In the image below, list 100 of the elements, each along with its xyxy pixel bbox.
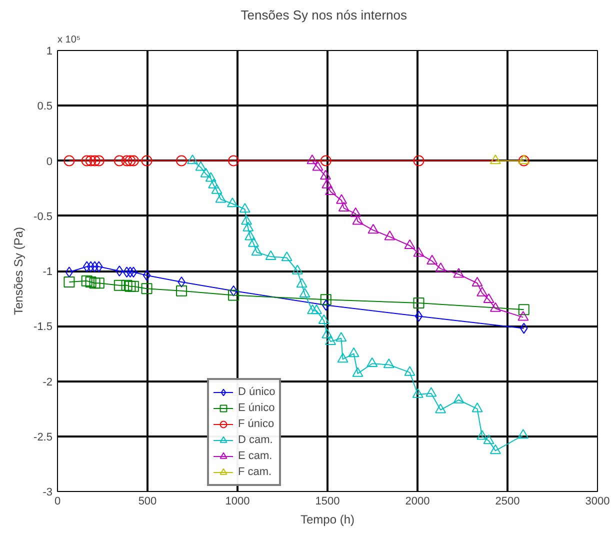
y-tick-label: -1 — [42, 266, 52, 278]
point — [414, 310, 423, 322]
point — [368, 224, 379, 234]
point — [413, 155, 424, 166]
y-tick-label: 1 — [46, 46, 53, 58]
point — [352, 367, 364, 377]
point — [296, 278, 308, 288]
point — [404, 239, 416, 250]
point — [518, 429, 529, 439]
point — [404, 366, 416, 376]
point — [472, 402, 483, 412]
point — [126, 266, 134, 278]
chart-title: Tensões Sy nos nós internos — [240, 8, 408, 22]
point — [89, 155, 100, 166]
point — [116, 266, 124, 276]
point — [114, 280, 125, 291]
point — [176, 285, 188, 296]
point — [337, 352, 348, 363]
point — [124, 280, 136, 292]
x-tick-label: 3000 — [585, 496, 610, 508]
point — [195, 161, 206, 171]
point — [65, 266, 74, 278]
point — [292, 264, 303, 274]
y-tick-label: 0 — [46, 156, 53, 168]
x-tick-label: 500 — [138, 496, 157, 508]
y-tick-label: 0.5 — [37, 100, 53, 113]
point — [142, 270, 151, 281]
point — [141, 155, 152, 166]
point — [89, 278, 100, 289]
point — [435, 404, 446, 414]
point — [239, 202, 250, 213]
point — [211, 184, 222, 194]
point — [205, 172, 216, 182]
point — [208, 178, 220, 188]
point — [490, 302, 501, 312]
point — [121, 155, 132, 166]
x-tick-label: 2500 — [495, 496, 520, 508]
point — [128, 280, 139, 292]
point — [336, 194, 348, 204]
point — [318, 314, 330, 324]
point — [412, 388, 424, 398]
point — [453, 394, 464, 404]
point — [320, 294, 332, 306]
point — [453, 268, 464, 278]
point — [518, 311, 529, 321]
y-tick-label: -1.5 — [34, 321, 53, 334]
point — [93, 278, 104, 289]
point — [128, 155, 139, 166]
x-tick-label: 0 — [54, 496, 61, 508]
legend-label: D único — [238, 385, 276, 400]
point — [472, 276, 483, 287]
point — [187, 154, 198, 164]
point — [476, 430, 488, 440]
point — [244, 230, 256, 240]
point — [426, 387, 437, 397]
point — [336, 332, 347, 342]
point — [426, 254, 438, 264]
point — [350, 207, 362, 218]
point — [200, 168, 212, 178]
point — [322, 178, 333, 188]
point — [413, 247, 424, 257]
point — [85, 155, 96, 166]
x-tick-label: 1000 — [225, 496, 250, 508]
point — [93, 155, 104, 166]
point — [64, 155, 75, 166]
x-tick-label: 2000 — [405, 496, 430, 508]
point — [141, 283, 152, 294]
point — [338, 202, 350, 212]
point — [307, 304, 318, 314]
x-axis-title: Tempo (h) — [300, 512, 355, 526]
point — [348, 347, 360, 358]
point — [121, 280, 132, 291]
point — [81, 155, 92, 166]
point — [241, 215, 252, 225]
point — [312, 161, 324, 171]
point — [311, 304, 322, 314]
point — [215, 193, 226, 203]
point — [176, 155, 188, 166]
y-tick-label: -2 — [42, 376, 52, 388]
legend-label: E único — [238, 401, 275, 416]
point — [483, 434, 494, 444]
y-axis-title: Tensões Sy (Pa) — [12, 226, 26, 316]
point — [435, 262, 446, 272]
point — [124, 155, 136, 166]
point — [413, 297, 424, 308]
point — [306, 154, 318, 164]
point — [251, 246, 262, 256]
point — [325, 185, 336, 196]
y-tick-label: -0.5 — [34, 210, 53, 223]
point — [114, 155, 125, 166]
point — [64, 276, 75, 288]
point — [325, 335, 336, 345]
point — [242, 222, 254, 232]
y-tick-label: -3 — [42, 486, 52, 498]
point — [228, 290, 240, 301]
point — [366, 357, 378, 367]
point — [86, 261, 95, 272]
point — [384, 230, 396, 240]
legend-label: E cam. — [238, 449, 272, 464]
point — [383, 358, 394, 368]
